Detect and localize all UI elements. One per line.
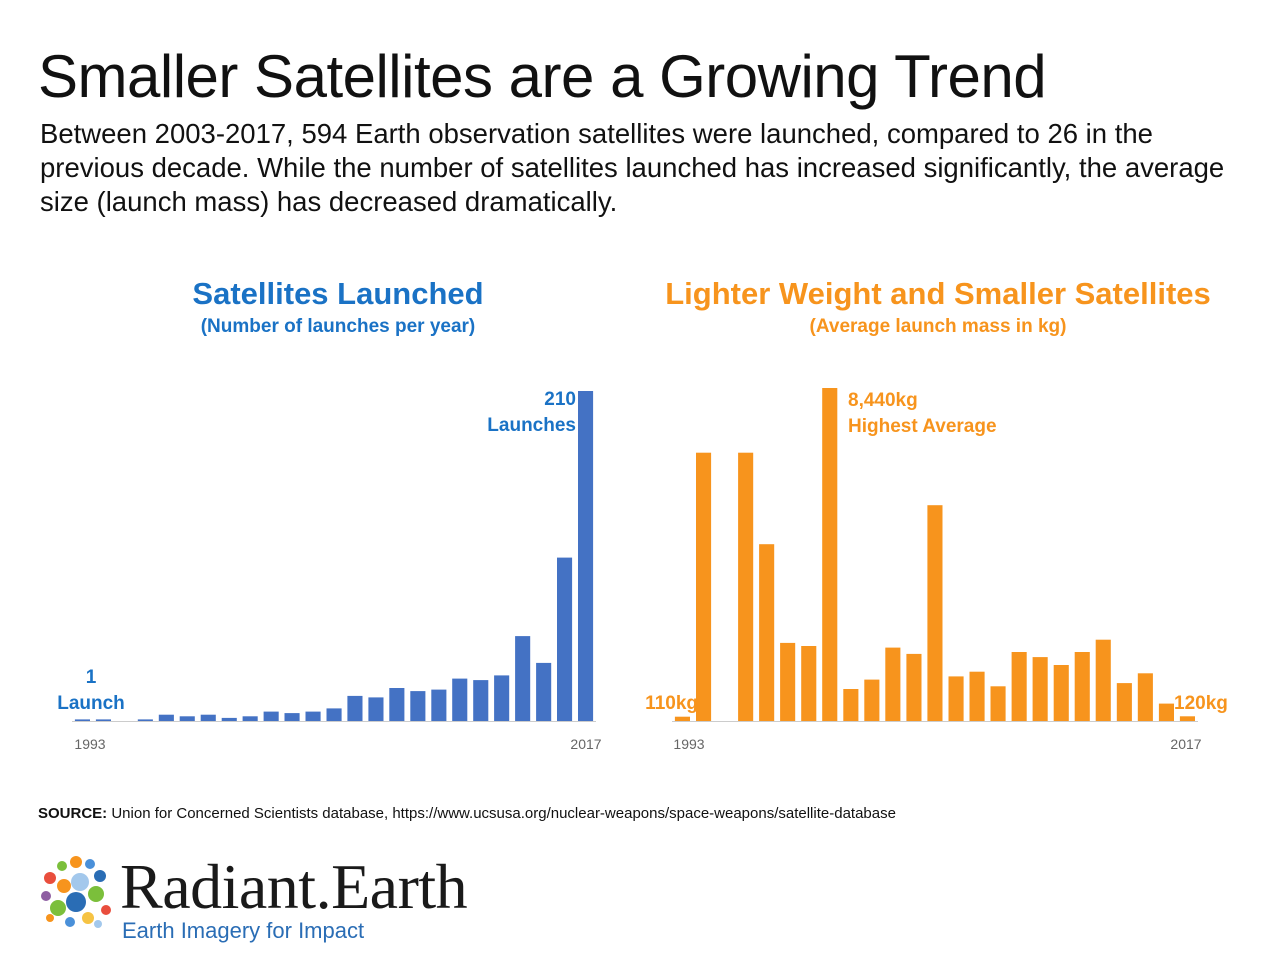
mass-bar-2015 <box>1137 673 1153 721</box>
launches-bar-2006 <box>347 695 363 721</box>
mass-bar-2000 <box>822 388 838 721</box>
launches-bar-2011 <box>452 678 468 721</box>
launches-bar-1996 <box>137 719 153 721</box>
mass-bar-1998 <box>780 642 796 721</box>
launches-annotation-1993: 1 Launch <box>57 667 125 714</box>
launches-chart-title: Satellites Launched <box>192 276 484 311</box>
page-title: Smaller Satellites are a Growing Trend <box>38 43 1047 110</box>
mass-chart-title: Lighter Weight and Smaller Satellites <box>665 276 1211 311</box>
mass-bar-1994 <box>696 452 712 721</box>
launches-bar-2017 <box>578 391 594 721</box>
launches-bar-1997 <box>158 714 174 721</box>
logo-tagline: Earth Imagery for Impact <box>122 918 365 943</box>
mass-bar-1996 <box>738 452 754 721</box>
launches-bar-2003 <box>284 713 300 721</box>
mass-chart-subtitle: (Average launch mass in kg) <box>809 316 1067 337</box>
launches-bar-2000 <box>221 717 237 721</box>
launches-bar-chart: 1993 2017 1 Launch 210 Launches <box>57 389 602 752</box>
mass-annotation-line: 120kg <box>1174 693 1228 714</box>
mass-annotation-2000: 8,440kg Highest Average <box>848 390 997 437</box>
source-text: Union for Concerned Scientists database,… <box>111 805 896 822</box>
mass-bar-2004 <box>906 653 922 721</box>
mass-bar-2008 <box>990 686 1006 721</box>
launches-bar-2004 <box>305 711 321 721</box>
mass-tick-label-1993: 1993 <box>673 736 704 752</box>
mass-bar-2009 <box>1011 652 1027 721</box>
launches-bar-1999 <box>200 714 216 721</box>
launches-bar-2001 <box>242 716 258 721</box>
launches-bar-1998 <box>179 716 195 721</box>
launches-bar-1994 <box>95 719 111 721</box>
mass-bar-2006 <box>948 676 964 721</box>
launches-bar-2002 <box>263 711 279 721</box>
mass-bar-1997 <box>759 544 775 721</box>
launches-bar-2013 <box>494 675 510 721</box>
mass-bar-2003 <box>885 647 901 721</box>
mass-annotation-line: 110kg <box>645 693 698 714</box>
mass-bar-2001 <box>843 689 859 721</box>
mass-annotation-line: Highest Average <box>848 416 997 437</box>
mass-bar-2011 <box>1053 665 1069 721</box>
launches-bar-2010 <box>431 689 447 721</box>
mass-bar-2017 <box>1179 716 1195 721</box>
mass-bar-2014 <box>1116 683 1132 721</box>
launches-bar-2014 <box>515 636 531 721</box>
launches-chart-subtitle: (Number of launches per year) <box>200 316 476 337</box>
intro-paragraph: Between 2003-2017, 594 Earth observation… <box>40 118 1225 217</box>
mass-bar-1993 <box>674 716 690 721</box>
mass-bar-2002 <box>864 679 880 721</box>
mass-bar-2012 <box>1074 652 1090 721</box>
mass-bar-2007 <box>969 671 985 721</box>
source-note: SOURCE: Union for Concerned Scientists d… <box>38 805 896 822</box>
mass-bar-2005 <box>927 505 943 721</box>
radiant-earth-logo: Radiant.Earth Earth Imagery for Impact <box>36 851 496 952</box>
mass-tick-label-2017: 2017 <box>1170 736 1201 752</box>
logo-dots-icon <box>41 856 111 928</box>
launches-bar-2007 <box>368 697 384 721</box>
mass-bar-1999 <box>801 646 817 721</box>
launches-bar-2016 <box>557 557 573 721</box>
launches-annotation-line: 210 <box>544 389 576 410</box>
launches-bar-2005 <box>326 708 342 721</box>
launches-annotation-2017: 210 Launches <box>487 389 576 436</box>
mass-bar-2016 <box>1158 703 1174 721</box>
launches-bar-1993 <box>74 719 90 721</box>
launches-annotation-line: Launch <box>57 693 125 714</box>
mass-annotation-2017: 120kg <box>1174 693 1228 714</box>
mass-annotation-line: 8,440kg <box>848 390 918 411</box>
launches-bar-2012 <box>473 680 489 721</box>
launches-annotation-line: 1 <box>86 667 97 688</box>
mass-bar-2013 <box>1095 639 1111 721</box>
logo-wordmark: Radiant.Earth <box>120 851 468 922</box>
launches-bar-2009 <box>410 691 426 721</box>
launches-annotation-line: Launches <box>487 415 576 436</box>
launches-bar-2015 <box>536 662 552 721</box>
source-label: SOURCE: <box>38 805 108 822</box>
mass-bar-2010 <box>1032 657 1048 721</box>
launches-tick-label-2017: 2017 <box>570 736 601 752</box>
launches-tick-label-1993: 1993 <box>74 736 105 752</box>
launches-bar-2008 <box>389 688 405 721</box>
mass-bar-chart: 1993 2017 110kg 8,440kg Highest Average 120kg <box>645 388 1228 752</box>
mass-annotation-1993: 110kg <box>645 693 698 714</box>
